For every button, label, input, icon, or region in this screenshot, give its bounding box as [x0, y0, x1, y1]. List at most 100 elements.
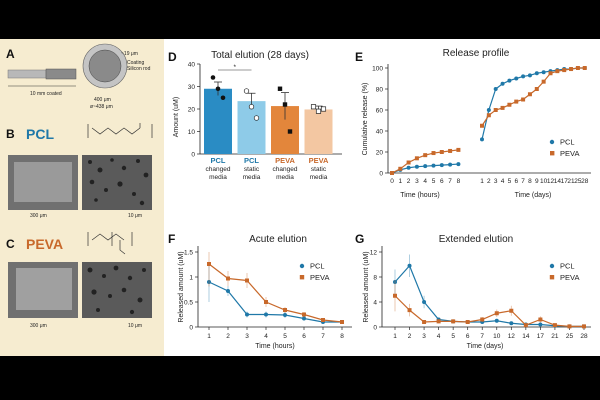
chart-d-point: [282, 102, 288, 107]
chart-f-xtick-label: 6: [302, 333, 306, 340]
chart-e-point: [514, 99, 519, 104]
chart-g-xtick-label: 25: [566, 333, 574, 340]
chart-d-point: [215, 86, 221, 92]
chart-g-title: Extended elution: [439, 234, 514, 245]
chart-f-point: [264, 300, 268, 304]
chart-f-point: [283, 313, 287, 317]
chart-g-point: [552, 323, 557, 328]
chart-g-line: [394, 264, 584, 327]
chart-e-point: [406, 160, 411, 165]
chart-d-point: [253, 115, 260, 121]
chart-g-point: [538, 317, 543, 322]
chart-f-line: [208, 281, 342, 323]
chart-d-category-label: media: [276, 174, 294, 181]
chart-e-ytick-label: 80: [376, 86, 384, 93]
chart-g-legend-marker: [549, 275, 555, 280]
chart-e-legend-label: PCL: [560, 138, 575, 147]
coating-label: Coating: [127, 60, 144, 66]
chart-g-point: [582, 324, 586, 329]
chart-g-xtick-label: 21: [551, 333, 559, 340]
peva-title: PEVA: [26, 236, 63, 252]
chart-f-title: Acute elution: [249, 234, 307, 245]
chart-e-point: [423, 153, 428, 158]
chart-d-title: Total elution (28 days): [211, 50, 309, 61]
chart-g-legend-label: PEVA: [560, 273, 579, 282]
chart-g-ytick-label: 4: [373, 299, 377, 306]
chart-f-xtick-label: 4: [264, 333, 268, 340]
panel-f-label: F: [168, 232, 175, 246]
chart-f-xlabel: Time (hours): [255, 343, 294, 350]
chart-g-point: [436, 319, 441, 324]
chart-f-point: [226, 289, 230, 293]
chart-g-point: [523, 323, 528, 328]
chart-e-xtick-hours: 7: [448, 178, 452, 185]
chart-f-line: [208, 263, 343, 323]
panel-g-label: G: [355, 232, 364, 246]
panel-e-label: E: [355, 50, 363, 64]
chart-e-point: [569, 67, 574, 72]
chart-f-ylabel: Released amount (uM): [178, 251, 185, 322]
chart-e-point: [555, 69, 560, 74]
chart-f-point: [283, 308, 287, 312]
chart-g-ytick-label: 8: [373, 274, 377, 281]
chart-e-xlabel-hours: Time (hours): [400, 192, 439, 199]
chart-f-point: [302, 312, 306, 317]
chart-g-xtick-label: 2: [408, 333, 412, 340]
peva-scale-10: 10 μm: [128, 323, 142, 329]
chart-g-point: [509, 308, 514, 313]
chart-e-ytick-label: 100: [372, 65, 383, 72]
chart-e-point: [486, 113, 491, 118]
chart-e-point: [534, 87, 539, 91]
chart-g-point: [422, 320, 427, 324]
chart-g-ytick-label: 0: [373, 324, 377, 331]
chart-d-bar: [237, 101, 266, 154]
panel-g: G Extended elution Released amount (uM) …: [355, 232, 591, 350]
chart-g-point: [567, 324, 572, 329]
chart-f-point: [226, 276, 230, 281]
chart-e-point: [431, 151, 436, 156]
chart-e-point: [448, 148, 453, 153]
chart-d-category-label: changed: [206, 166, 231, 173]
chart-e-point: [423, 164, 428, 169]
chart-e-xtick-days: 12: [547, 178, 555, 185]
panel-b: B PCL 300 μm 10 μm: [6, 123, 153, 219]
chart-g-xlabel: Time (days): [467, 343, 504, 350]
chart-d-sig-label: *: [233, 64, 236, 71]
inner-diameter-label: 400 μm: [94, 97, 111, 103]
chart-d-point: [210, 75, 216, 80]
peva-structure-icon: [87, 232, 133, 255]
chart-g-xtick-label: 7: [480, 333, 484, 340]
chart-e-xtick-days: 14: [554, 178, 562, 185]
chart-e-legend-label: PEVA: [560, 149, 579, 158]
chart-e-xtick-days: 10: [540, 178, 548, 185]
chart-e-xtick-hours: 3: [415, 178, 419, 185]
chart-f-point: [321, 318, 325, 322]
pcl-sem-rod-highlight: [14, 162, 72, 202]
chart-g-ylabel: Released amount (uM): [363, 251, 370, 322]
chart-e-point: [414, 156, 419, 161]
chart-g-xtick-label: 10: [493, 333, 501, 340]
chart-d-ytick-label: 0: [191, 151, 195, 158]
panel-f: F Acute elution Released amount (uM) 0 0.…: [168, 232, 352, 350]
panel-a: A 10 mm coated ~19 μm Coating Silicon ro…: [6, 43, 151, 110]
pcl-structure-icon: [87, 123, 153, 138]
chart-g-point: [480, 317, 485, 322]
chart-e-point: [456, 147, 461, 152]
chart-e-xtick-days: 8: [528, 178, 532, 185]
chart-f-xtick-label: 1: [207, 333, 211, 340]
chart-e-point: [521, 97, 526, 102]
chart-e-xtick-days: 28: [581, 178, 589, 185]
chart-f-legend-marker: [299, 275, 305, 280]
chart-e-xtick-days: 1: [480, 178, 484, 185]
chart-f-ytick-label: 1: [189, 274, 193, 281]
chart-e-xtick-days: 6: [514, 178, 518, 185]
chart-e-point: [541, 70, 546, 75]
panel-a-label: A: [6, 47, 15, 61]
chart-e-point: [439, 163, 444, 168]
chart-e-point: [480, 123, 484, 128]
chart-f-point: [245, 312, 249, 317]
chart-d-ytick-label: 10: [188, 129, 196, 136]
chart-e-ytick-label: 40: [376, 128, 384, 135]
chart-d-point: [277, 86, 283, 91]
